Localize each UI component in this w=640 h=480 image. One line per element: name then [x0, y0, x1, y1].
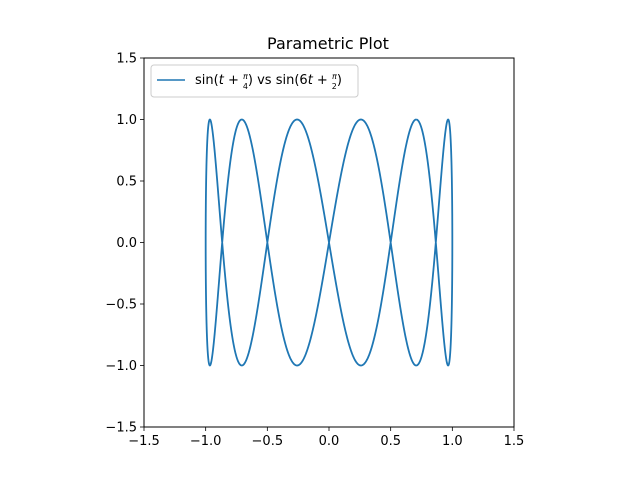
- chart-title: Parametric Plot: [267, 34, 389, 53]
- y-tick-label: −0.5: [105, 298, 137, 313]
- legend-box: [150, 64, 359, 98]
- series-layer: [204, 118, 454, 367]
- x-tick-label: −1.0: [190, 434, 222, 449]
- x-tick-label: 1.0: [442, 434, 463, 449]
- y-tick-label: 0.0: [116, 236, 137, 251]
- y-axis: −1.5 −1.0 −0.5 0.0 0.5 1.0 1.5: [105, 52, 144, 436]
- y-tick-label: −1.5: [105, 421, 137, 436]
- x-tick-label: −1.5: [128, 434, 160, 449]
- series-line-0: [204, 118, 454, 367]
- x-axis: −1.5 −1.0 −0.5 0.0 0.5 1.0 1.5: [128, 427, 524, 449]
- x-tick-label: 1.5: [504, 434, 525, 449]
- y-tick-label: 1.5: [116, 52, 137, 67]
- y-tick-label: 1.0: [116, 113, 137, 128]
- y-tick-label: 0.5: [116, 175, 137, 190]
- x-tick-label: −0.5: [252, 434, 284, 449]
- x-tick-label: 0.5: [380, 434, 401, 449]
- y-tick-label: −1.0: [105, 359, 137, 374]
- x-tick-label: 0.0: [319, 434, 340, 449]
- legend-label-series-0: sin(t + π 4) vs sin(6t + π 2): [195, 72, 342, 91]
- legend: sin(t + π 4) vs sin(6t + π 2): [150, 64, 359, 98]
